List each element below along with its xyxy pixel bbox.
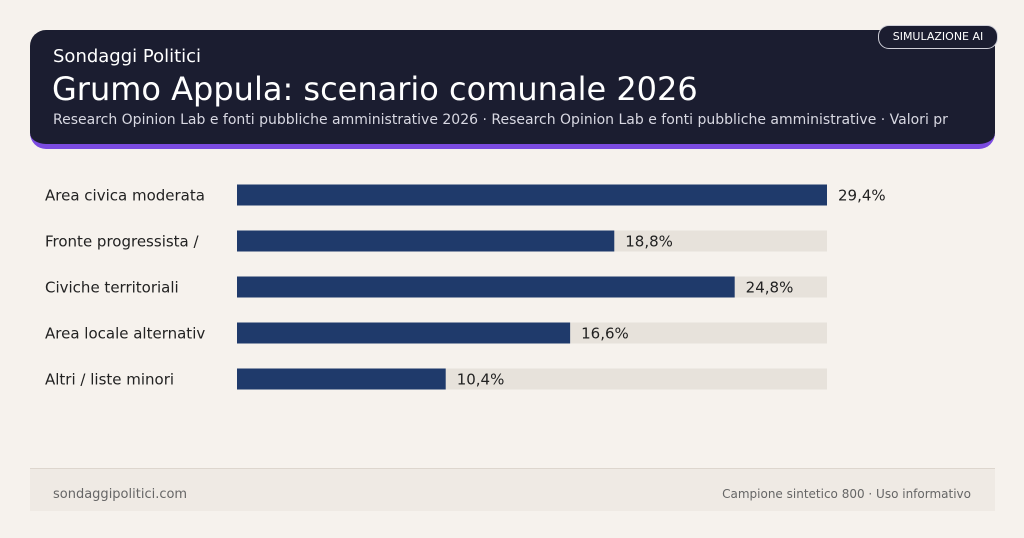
value-label: 16,6% bbox=[581, 325, 629, 343]
kicker: Sondaggi Politici bbox=[53, 46, 202, 67]
bar bbox=[237, 184, 827, 206]
value-label: 29,4% bbox=[838, 187, 886, 205]
footer: sondaggipolitici.com Campione sintetico … bbox=[30, 468, 995, 511]
badge: SIMULAZIONE AI bbox=[878, 25, 998, 49]
bar bbox=[237, 368, 446, 390]
category-label: Area locale alternativ bbox=[45, 325, 205, 343]
footer-left: sondaggipolitici.com bbox=[53, 487, 188, 502]
value-label: 24,8% bbox=[746, 279, 794, 297]
bar bbox=[237, 230, 615, 252]
bar bbox=[237, 276, 735, 298]
footer-right: Campione sintetico 800 · Uso informativo bbox=[722, 487, 971, 501]
header: Sondaggi Politici Grumo Appula: scenario… bbox=[30, 30, 995, 149]
category-label: Fronte progressista / bbox=[45, 233, 200, 251]
value-label: 10,4% bbox=[457, 371, 505, 389]
bar bbox=[237, 322, 571, 344]
chart: Area civica moderata 29,4% Fronte progress… bbox=[45, 184, 886, 390]
value-label: 18,8% bbox=[625, 233, 673, 251]
title: Grumo Appula: scenario comunale 2026 bbox=[52, 70, 698, 108]
category-label: Area civica moderata bbox=[45, 187, 205, 205]
category-label: Altri / liste minori bbox=[45, 371, 174, 389]
subtitle: Research Opinion Lab e fonti pubbliche a… bbox=[53, 112, 948, 128]
category-label: Civiche territoriali bbox=[45, 279, 179, 297]
